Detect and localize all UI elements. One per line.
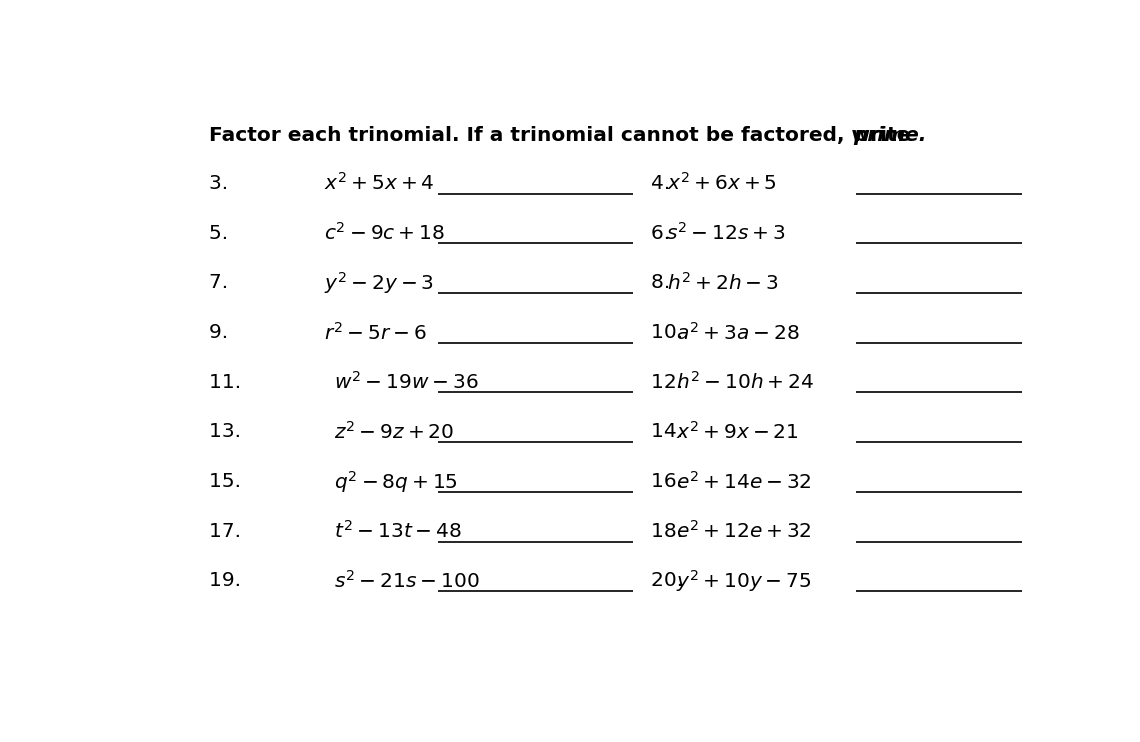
Text: 3.: 3.	[209, 174, 234, 193]
Text: $s^2 - 12s + 3$: $s^2 - 12s + 3$	[667, 222, 785, 244]
Text: 18.: 18.	[651, 522, 689, 541]
Text: $y^2 + 10y - 75$: $y^2 + 10y - 75$	[676, 568, 812, 594]
Text: $h^2 + 2h - 3$: $h^2 + 2h - 3$	[667, 272, 779, 294]
Text: 7.: 7.	[209, 273, 234, 292]
Text: 17.: 17.	[209, 522, 247, 541]
Text: $r^2 - 5r - 6$: $r^2 - 5r - 6$	[324, 321, 426, 344]
Text: $y^2 - 2y - 3$: $y^2 - 2y - 3$	[324, 270, 434, 295]
Text: 12.: 12.	[651, 372, 689, 392]
Text: $a^2 + 3a - 28$: $a^2 + 3a - 28$	[676, 321, 800, 344]
Text: $e^2 + 14e - 32$: $e^2 + 14e - 32$	[676, 470, 813, 493]
Text: 9.: 9.	[209, 323, 234, 342]
Text: $c^2 - 9c + 18$: $c^2 - 9c + 18$	[324, 222, 445, 244]
Text: $s^2 - 21s - 100$: $s^2 - 21s - 100$	[334, 570, 480, 592]
Text: 8.: 8.	[651, 273, 676, 292]
Text: $w^2 - 19w - 36$: $w^2 - 19w - 36$	[334, 371, 479, 393]
Text: 11.: 11.	[209, 372, 247, 392]
Text: $x^2 + 5x + 4$: $x^2 + 5x + 4$	[324, 172, 434, 194]
Text: prime.: prime.	[854, 126, 927, 145]
Text: $x^2 + 6x + 5$: $x^2 + 6x + 5$	[667, 172, 776, 194]
Text: 20.: 20.	[651, 571, 689, 591]
Text: $q^2 - 8q + 15$: $q^2 - 8q + 15$	[334, 469, 458, 494]
Text: Factor each trinomial. If a trinomial cannot be factored, write: Factor each trinomial. If a trinomial ca…	[209, 126, 918, 145]
Text: 13.: 13.	[209, 422, 247, 441]
Text: 14.: 14.	[651, 422, 689, 441]
Text: 4.: 4.	[651, 174, 676, 193]
Text: $z^2 - 9z + 20$: $z^2 - 9z + 20$	[334, 421, 454, 443]
Text: $t^2 - 13t - 48$: $t^2 - 13t - 48$	[334, 520, 462, 542]
Text: 19.: 19.	[209, 571, 247, 591]
Text: 10.: 10.	[651, 323, 689, 342]
Text: $h^2 - 10h + 24$: $h^2 - 10h + 24$	[676, 371, 814, 393]
Text: 15.: 15.	[209, 472, 247, 491]
Text: $x^2 + 9x - 21$: $x^2 + 9x - 21$	[676, 421, 799, 443]
Text: 16.: 16.	[651, 472, 689, 491]
Text: 5.: 5.	[209, 223, 234, 243]
Text: 6.: 6.	[651, 223, 676, 243]
Text: $e^2 + 12e + 32$: $e^2 + 12e + 32$	[676, 520, 813, 542]
